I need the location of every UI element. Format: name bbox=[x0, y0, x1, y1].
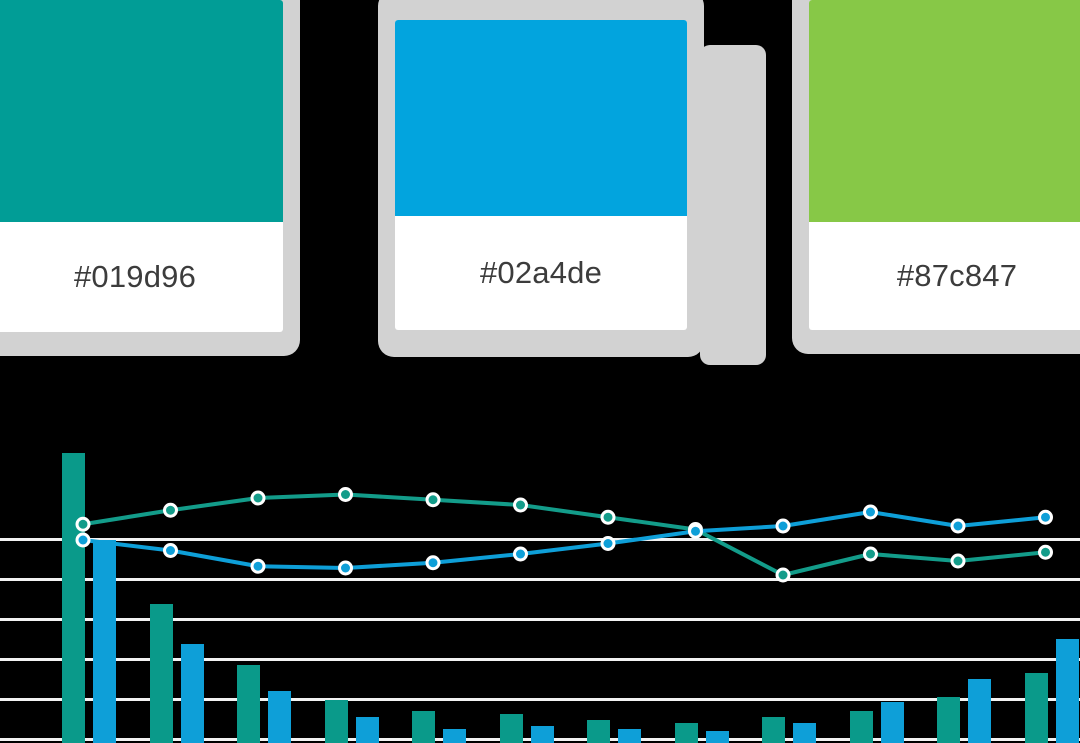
gridline-4 bbox=[0, 698, 1080, 701]
analytics-chart[interactable]: ; bbox=[0, 372, 1080, 743]
chart-marker-blue-7[interactable] bbox=[603, 539, 613, 548]
chart-marker-teal-7[interactable] bbox=[603, 512, 613, 522]
gridline-1 bbox=[0, 578, 1080, 581]
chart-marker-teal-10[interactable] bbox=[866, 549, 875, 559]
chart-marker-teal-9[interactable] bbox=[778, 570, 788, 580]
chart-bar-teal-12[interactable] bbox=[1024, 673, 1048, 743]
chart-bar-blue-4[interactable] bbox=[355, 716, 379, 743]
chart-bar-teal-9[interactable] bbox=[762, 716, 785, 743]
chart-bar-blue-7[interactable] bbox=[618, 728, 641, 743]
chart-marker-blue-12[interactable] bbox=[1041, 512, 1050, 522]
chart-bar-blue-2[interactable] bbox=[180, 644, 204, 743]
chart-marker-blue-1[interactable] bbox=[78, 535, 88, 545]
swatch-card-body: #019d96 bbox=[0, 0, 283, 332]
chart-bar-blue-9[interactable] bbox=[793, 722, 816, 743]
chart-marker-blue-2[interactable] bbox=[166, 546, 175, 555]
chart-marker-blue-4[interactable] bbox=[341, 563, 350, 573]
gridline-2 bbox=[0, 618, 1080, 621]
chart-marker-teal-6[interactable] bbox=[516, 500, 525, 510]
chart-bar-teal-4[interactable] bbox=[324, 699, 348, 743]
chart-line-blue bbox=[81, 510, 1048, 570]
swatch-card-blue[interactable]: #02a4de bbox=[378, 0, 704, 357]
swatch-color-green bbox=[809, 0, 1080, 222]
chart-bar-blue-12[interactable] bbox=[1055, 638, 1079, 743]
swatch-hex-label-teal: #019d96 bbox=[73, 259, 197, 294]
chart-marker-blue-10[interactable] bbox=[866, 507, 875, 517]
chart-bar-teal-10[interactable] bbox=[849, 711, 873, 743]
chart-bar-teal-5[interactable] bbox=[412, 711, 435, 743]
hidden-swatch-card[interactable] bbox=[700, 45, 766, 365]
chart-bar-teal-11[interactable] bbox=[937, 696, 960, 743]
swatch-hex-label-green: #87c847 bbox=[896, 258, 1018, 293]
chart-marker-blue-11[interactable] bbox=[953, 521, 963, 531]
chart-bar-teal-3[interactable] bbox=[237, 664, 260, 743]
chart-marker-teal-12[interactable] bbox=[1041, 547, 1050, 557]
chart-marker-teal-2[interactable] bbox=[166, 505, 175, 515]
swatch-hex-label-blue: #02a4de bbox=[479, 255, 603, 290]
chart-marker-teal-3[interactable] bbox=[253, 493, 263, 503]
swatch-color-teal bbox=[0, 0, 283, 222]
chart-line-teal bbox=[81, 492, 1048, 577]
chart-marker-teal-4[interactable] bbox=[341, 490, 350, 499]
swatch-card-green[interactable]: #87c847 bbox=[792, 0, 1080, 354]
chart-marker-teal-5[interactable] bbox=[428, 495, 438, 505]
chart-bar-blue-6[interactable] bbox=[530, 725, 554, 743]
chart-bar-teal-7[interactable] bbox=[587, 719, 610, 743]
chart-bar-teal-8[interactable] bbox=[674, 722, 698, 743]
chart-marker-blue-8[interactable] bbox=[691, 526, 700, 536]
chart-marker-blue-3[interactable] bbox=[253, 561, 263, 571]
chart-bar-blue-10[interactable] bbox=[880, 702, 904, 743]
swatch-color-blue bbox=[395, 20, 687, 216]
swatch-card-teal[interactable]: #019d96 bbox=[0, 0, 300, 356]
chart-bar-blue-5[interactable] bbox=[443, 728, 466, 743]
chart-marker-blue-6[interactable] bbox=[516, 549, 525, 559]
chart-lines-layer bbox=[75, 487, 1053, 583]
swatch-card-body: #87c847 bbox=[809, 0, 1080, 330]
chart-plot-area: ; bbox=[0, 372, 1080, 743]
chart-marker-blue-5[interactable] bbox=[428, 558, 438, 568]
chart-marker-teal-11[interactable] bbox=[953, 556, 963, 566]
chart-bar-blue-11[interactable] bbox=[968, 679, 991, 743]
chart-marker-blue-9[interactable] bbox=[778, 521, 788, 531]
chart-bar-blue-8[interactable] bbox=[705, 731, 729, 743]
gridline-0 bbox=[0, 538, 1080, 541]
color-palette-strip: #019d96 #02a4de #87c847 bbox=[0, 0, 1080, 365]
chart-bar-blue-1[interactable] bbox=[93, 540, 116, 743]
gridline-3 bbox=[0, 658, 1080, 661]
chart-marker-teal-1[interactable] bbox=[78, 519, 88, 529]
chart-bar-blue-3[interactable] bbox=[268, 690, 291, 743]
chart-bar-teal-2[interactable] bbox=[149, 603, 173, 743]
chart-bar-teal-6[interactable] bbox=[499, 714, 523, 743]
swatch-card-body: #02a4de bbox=[395, 20, 687, 330]
